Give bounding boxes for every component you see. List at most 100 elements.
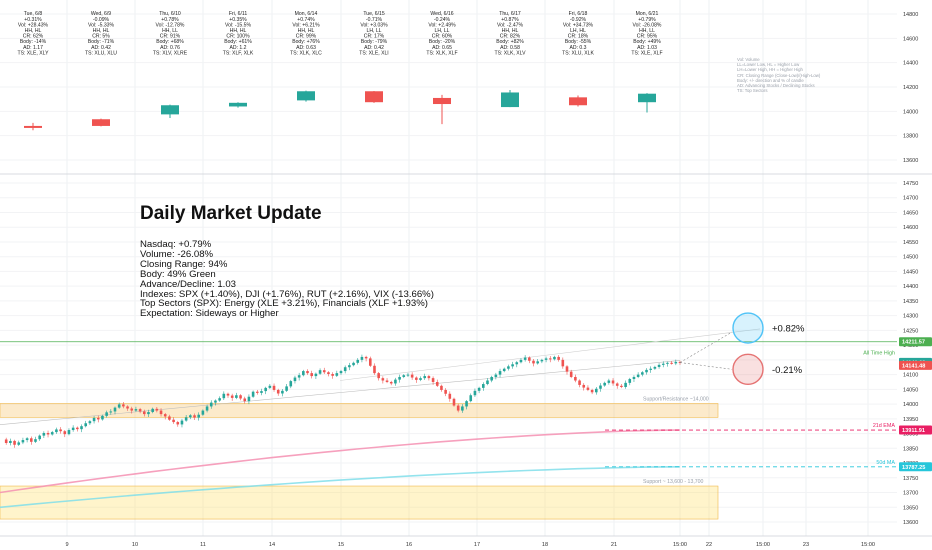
daily-label-line: Fri, 6/11: [229, 11, 247, 17]
intraday-candle: [42, 432, 46, 436]
intraday-candle: [620, 385, 623, 387]
daily-label-line: TS: XLU, XLU: [85, 50, 117, 56]
intraday-candle: [565, 366, 569, 372]
intraday-candle: [440, 385, 443, 390]
daily-label-line: CR: 95%: [637, 34, 658, 40]
intraday-candle: [247, 396, 251, 402]
intraday-candle: [76, 427, 79, 430]
daily-label-line: -0.71%: [366, 17, 383, 23]
intraday-candle: [172, 419, 175, 423]
intraday-candle: [260, 391, 263, 393]
intraday-candle: [431, 378, 435, 382]
daily-label-line: +0.31%: [24, 17, 42, 23]
intraday-candle: [628, 379, 632, 383]
daily-label-line: CR: 18%: [568, 34, 589, 40]
price-badge: [899, 425, 932, 435]
intraday-candle: [356, 359, 360, 363]
intraday-candle: [130, 408, 134, 411]
intraday-candle: [142, 411, 146, 415]
daily-label-line: Vol: -26.08%: [633, 22, 662, 28]
daily-candle: [229, 102, 247, 107]
daily-label-line: Vol: -5.33%: [88, 22, 115, 28]
price-badge: [899, 360, 932, 370]
intraday-candle: [636, 374, 640, 377]
daily-label-line: HH, LL: [162, 28, 178, 34]
axis-tick-label: 13700: [903, 491, 918, 497]
intraday-candle: [653, 366, 657, 369]
intraday-candle: [155, 408, 159, 411]
ma50-line: [0, 466, 681, 509]
daily-label-line: AD: 1.17: [23, 45, 43, 51]
intraday-candle: [105, 412, 108, 416]
intraday-candle: [50, 432, 54, 435]
daily-label-line: CR: 82%: [500, 34, 521, 40]
axis-tick-label: 14400: [903, 61, 918, 67]
intraday-candle: [582, 384, 586, 388]
daily-label-line: CR: 62%: [23, 34, 44, 40]
intraday-candle: [17, 442, 21, 445]
intraday-candle: [377, 373, 380, 379]
daily-label-line: CR: 100%: [226, 34, 250, 40]
intraday-candle: [117, 404, 121, 408]
daily-candle: [297, 91, 315, 101]
daily-label-line: TS: XLU, XLK: [562, 50, 594, 56]
daily-label-line: +0.78%: [161, 17, 179, 23]
intraday-candle: [519, 359, 523, 363]
daily-label-line: -0.92%: [570, 17, 587, 23]
intraday-candle: [649, 368, 653, 370]
abbreviation-legend: Vol: Volume LL=Lower Low, HL = Higher Lo…: [737, 57, 820, 93]
daily-candle: [365, 91, 383, 103]
daily-label-line: Body: +82%: [496, 39, 524, 45]
daily-candle: [638, 93, 656, 103]
axis-tick-label: 13850: [903, 446, 918, 452]
intraday-candle: [381, 378, 385, 381]
daily-label-line: HH, HL: [25, 28, 42, 34]
daily-label-line: Body: -79%: [361, 39, 388, 45]
daily-label-line: Mon, 6/21: [636, 11, 659, 17]
zone-label: Support ~ 13,600 - 13,700: [643, 479, 704, 485]
intraday-candle: [318, 370, 322, 374]
daily-label-line: Vol: +28.43%: [18, 22, 49, 28]
daily-label-line: Vol: +3.03%: [360, 22, 388, 28]
x-axis-tick-label: 18: [542, 542, 548, 548]
intraday-candle: [364, 356, 368, 359]
intraday-candle: [218, 398, 221, 401]
x-axis-tick-label: 14: [269, 542, 275, 548]
intraday-candle: [536, 361, 540, 364]
intraday-candle: [230, 395, 234, 398]
daily-label-line: Vol: -15.5%: [225, 22, 252, 28]
intraday-candle: [113, 407, 117, 412]
target-label: -0.21%: [772, 365, 803, 376]
intraday-candle: [368, 358, 372, 366]
intraday-candle: [80, 426, 83, 430]
intraday-candles-layer: [4, 354, 682, 448]
daily-candle: [569, 97, 587, 106]
daily-label-line: Tue, 6/8: [24, 11, 43, 17]
intraday-candle: [469, 395, 473, 402]
intraday-candle: [314, 373, 318, 377]
daily-candle: [24, 125, 42, 128]
axis-tick-label: 13750: [903, 476, 918, 482]
intraday-candle: [34, 439, 37, 442]
axis-tick-label: 14450: [903, 269, 918, 275]
x-axis-tick-label: 15: [338, 542, 344, 548]
axis-tick-label: 14550: [903, 240, 918, 246]
market-notes: Nasdaq: +0.79% Volume: -26.08% Closing R…: [140, 240, 434, 319]
intraday-candle: [569, 371, 573, 377]
intraday-candle: [502, 368, 506, 372]
zone-rect: [0, 485, 719, 520]
daily-label-line: HH, HL: [93, 28, 110, 34]
intraday-candle: [561, 359, 565, 367]
axis-tick-label: 14800: [903, 12, 918, 18]
intraday-candle: [398, 376, 401, 380]
daily-label-line: AD: 0.76: [160, 45, 180, 51]
daily-label-line: AD: 0.65: [432, 45, 452, 51]
daily-label-line: TS: XLK, XLF: [426, 50, 457, 56]
intraday-candle: [214, 400, 217, 403]
x-axis-tick-label: 17: [474, 542, 480, 548]
axis-tick-label: 14100: [903, 373, 918, 379]
target-circle: [732, 353, 764, 386]
intraday-candle: [163, 414, 167, 417]
daily-label-line: Mon, 6/14: [295, 11, 318, 17]
